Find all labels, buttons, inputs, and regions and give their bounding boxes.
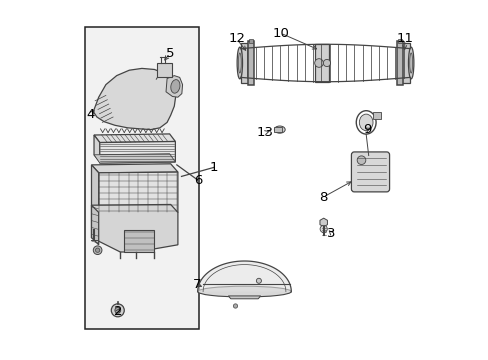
- Bar: [157, 63, 171, 77]
- Circle shape: [323, 59, 330, 67]
- Circle shape: [95, 248, 100, 252]
- Circle shape: [256, 278, 261, 283]
- Ellipse shape: [409, 53, 412, 73]
- Bar: [274, 127, 281, 132]
- Bar: [85, 27, 199, 329]
- Ellipse shape: [237, 47, 242, 79]
- Polygon shape: [197, 261, 291, 292]
- Text: 11: 11: [395, 32, 412, 45]
- Circle shape: [93, 246, 102, 255]
- Text: 6: 6: [194, 174, 202, 186]
- Text: 9: 9: [362, 123, 370, 136]
- Ellipse shape: [359, 114, 372, 131]
- Ellipse shape: [407, 47, 413, 79]
- Bar: [401, 43, 409, 83]
- Circle shape: [320, 225, 326, 233]
- Polygon shape: [93, 68, 176, 130]
- Polygon shape: [228, 296, 260, 299]
- Bar: [247, 41, 253, 85]
- Circle shape: [111, 304, 124, 317]
- Bar: [241, 43, 248, 83]
- Ellipse shape: [238, 53, 241, 73]
- Ellipse shape: [170, 80, 180, 93]
- Text: 13: 13: [256, 126, 273, 139]
- Polygon shape: [99, 172, 178, 213]
- Circle shape: [233, 304, 237, 308]
- Polygon shape: [123, 230, 154, 252]
- Circle shape: [314, 59, 323, 67]
- Polygon shape: [166, 76, 182, 97]
- Bar: [396, 41, 402, 85]
- Circle shape: [115, 307, 121, 313]
- Polygon shape: [91, 164, 178, 173]
- Polygon shape: [91, 205, 99, 245]
- Text: 12: 12: [227, 32, 244, 45]
- Polygon shape: [94, 135, 100, 162]
- Text: 10: 10: [271, 27, 288, 40]
- Polygon shape: [91, 165, 99, 213]
- Text: 2: 2: [113, 305, 122, 318]
- Circle shape: [356, 156, 365, 165]
- Ellipse shape: [197, 286, 291, 297]
- Polygon shape: [91, 204, 178, 252]
- Polygon shape: [100, 141, 175, 163]
- Text: 3: 3: [326, 227, 335, 240]
- Bar: [314, 44, 328, 82]
- Text: 7: 7: [192, 278, 201, 291]
- Text: 1: 1: [209, 161, 218, 174]
- Text: 4: 4: [86, 108, 94, 121]
- Bar: [373, 112, 381, 119]
- FancyBboxPatch shape: [351, 152, 389, 192]
- Text: 5: 5: [165, 47, 174, 60]
- Ellipse shape: [274, 126, 285, 133]
- Polygon shape: [94, 134, 175, 143]
- Polygon shape: [94, 154, 175, 163]
- Text: 8: 8: [318, 191, 326, 204]
